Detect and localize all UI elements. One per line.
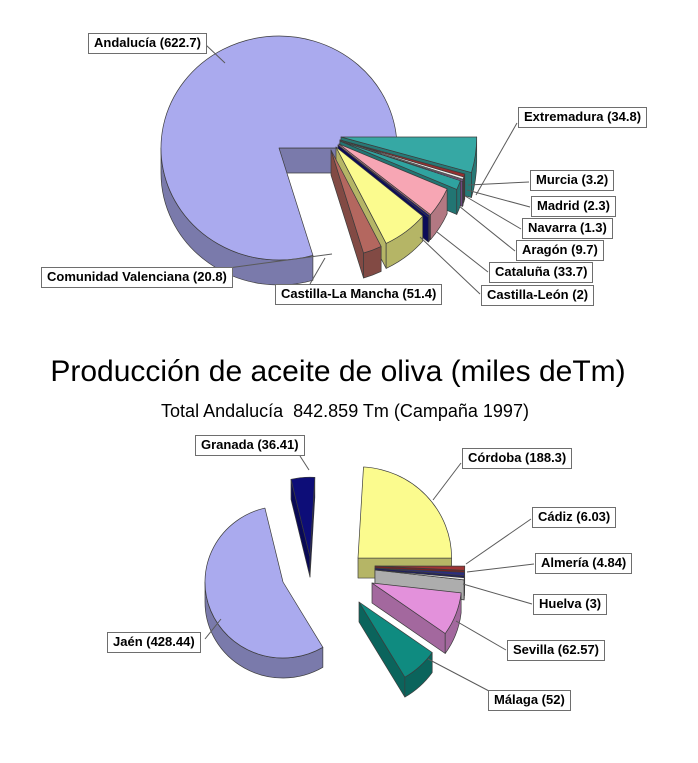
leader-line-sevilla: [455, 620, 507, 651]
slice-label-comunidad-valenciana: Comunidad Valenciana (20.8): [41, 267, 233, 288]
slice-top-face: [337, 144, 430, 218]
pie-slice-córdoba: [357, 466, 452, 579]
slice-label-granada: Granada (36.41): [195, 435, 305, 456]
slice-label-castilla-la-mancha: Castilla-La Mancha (51.4): [275, 284, 443, 305]
leader-line-huelva: [462, 583, 533, 605]
slice-label-aragón: Aragón (9.7): [516, 240, 604, 261]
slice-top-face: [357, 466, 452, 559]
slice-label-sevilla: Sevilla (62.57): [507, 640, 605, 661]
chart-subtitle: Total Andalucía 842.859 Tm (Campaña 1997…: [161, 401, 529, 421]
slice-label-navarra: Navarra (1.3): [522, 218, 613, 239]
slice-label-extremadura: Extremadura (34.8): [518, 107, 648, 128]
pie-slice-málaga: [358, 601, 433, 698]
slice-top-face: [330, 149, 382, 254]
leader-line-cataluña: [436, 231, 489, 273]
leader-line-cádiz: [465, 518, 532, 565]
leader-line-castilla-la-mancha: [309, 257, 326, 285]
slice-top-face: [338, 143, 448, 216]
leader-line-madrid: [466, 189, 531, 208]
slice-top-face: [340, 136, 478, 173]
slice-rim: [427, 215, 430, 243]
pie-slice-jaén: [204, 507, 324, 679]
leader-line-castilla-león: [419, 236, 481, 295]
slice-label-cádiz: Cádiz (6.03): [532, 507, 617, 528]
slice-label-andalucía: Andalucía (622.7): [88, 33, 207, 54]
leader-line-jaén: [204, 618, 222, 640]
leader-line-andalucía: [205, 44, 226, 64]
leader-line-navarra: [464, 195, 522, 230]
pie-slice-sevilla: [371, 582, 462, 654]
leader-line-extremadura: [475, 122, 518, 196]
leader-line-murcia: [467, 181, 530, 186]
slice-label-murcia: Murcia (3.2): [530, 170, 615, 191]
slice-label-córdoba: Córdoba (188.3): [462, 448, 573, 469]
leader-line-comunidad-valenciana: [220, 253, 333, 270]
slice-top-face: [290, 476, 316, 558]
slice-top-face: [374, 569, 465, 581]
pie-chart-olive-oil-production-by-spanish-region: [160, 35, 478, 286]
chart-title: Producción de aceite de oliva (miles deT…: [50, 355, 626, 388]
leader-line-almería: [466, 563, 535, 573]
leader-line-aragón: [458, 205, 516, 252]
leader-line-córdoba: [432, 462, 462, 501]
slice-label-castilla-león: Castilla-León (2): [481, 285, 595, 306]
slice-label-málaga: Málaga (52): [488, 690, 571, 711]
slice-label-madrid: Madrid (2.3): [531, 196, 616, 217]
leader-lines: [204, 455, 535, 692]
slice-top-face: [358, 601, 433, 678]
leader-lines: [205, 44, 531, 295]
slice-top-face: [335, 146, 424, 244]
slice-top-face: [339, 140, 461, 190]
slice-label-cataluña: Cataluña (33.7): [489, 262, 594, 283]
slice-top-face: [204, 507, 324, 659]
slice-label-huelva: Huelva (3): [533, 594, 608, 615]
slice-top-face: [374, 567, 465, 577]
pie-slice-comunidad-valenciana: [330, 149, 382, 279]
leader-line-granada: [299, 455, 310, 471]
leader-line-málaga: [427, 658, 490, 692]
slice-label-jaén: Jaén (428.44): [107, 632, 201, 653]
slice-label-almería: Almería (4.84): [535, 553, 633, 574]
slice-top-face: [160, 35, 398, 261]
slice-top-face: [339, 139, 465, 180]
slice-top-face: [374, 565, 466, 571]
pie-slice-granada: [290, 476, 316, 578]
slice-top-face: [371, 582, 462, 634]
pie-chart-olive-oil-production-andalucia-provinces: [204, 466, 466, 698]
